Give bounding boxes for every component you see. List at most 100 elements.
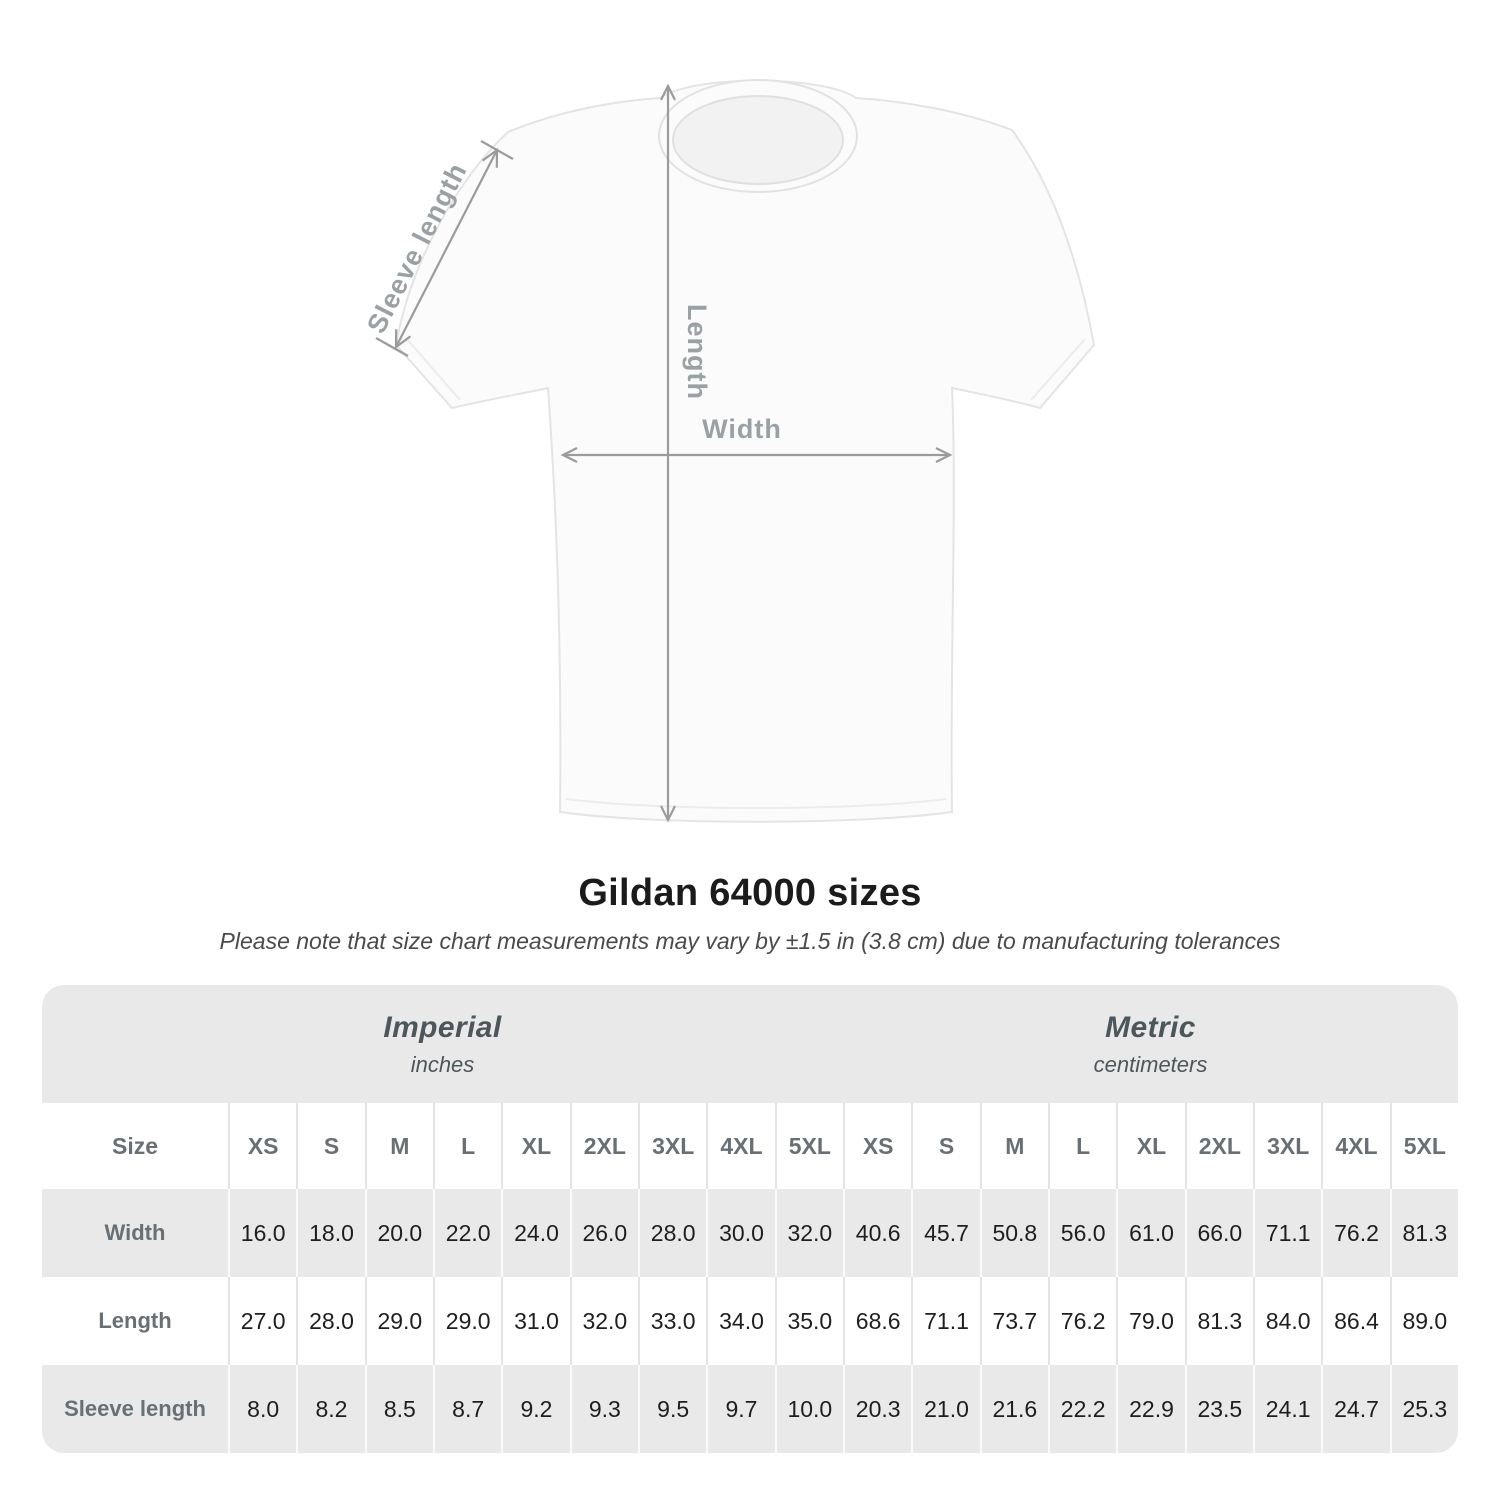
table-cell: 84.0 (1253, 1277, 1321, 1365)
table-cell: 81.3 (1184, 1277, 1253, 1365)
table-cell: 24.0 (501, 1189, 569, 1277)
table-cell: 86.4 (1321, 1277, 1389, 1365)
table-cell: 23.5 (1184, 1365, 1253, 1453)
table-row-sleeve-length: Sleeve length 8.0 8.2 8.5 8.7 9.2 9.3 9.… (42, 1365, 1458, 1453)
table-cell: 71.1 (1253, 1189, 1321, 1277)
tshirt-illustration (394, 79, 1096, 823)
table-cell: 35.0 (774, 1277, 843, 1365)
size-chart-table: Imperial inches Metric centimeters Size … (42, 985, 1458, 1453)
length-arrowhead-top (660, 83, 676, 101)
table-cell: 30.0 (706, 1189, 774, 1277)
size-header-cell: M (979, 1103, 1048, 1189)
size-header-row: Size XS S M L XL 2XL 3XL 4XL 5XL XS S M … (42, 1103, 1458, 1189)
size-header-cell: S (296, 1103, 364, 1189)
table-cell: 27.0 (228, 1277, 296, 1365)
table-cell: 21.0 (911, 1365, 979, 1453)
table-cell: 8.5 (364, 1365, 433, 1453)
table-cell: 9.3 (569, 1365, 638, 1453)
size-header-cell: XS (843, 1103, 911, 1189)
table-cell: 10.0 (774, 1365, 843, 1453)
table-cell: 66.0 (1184, 1189, 1253, 1277)
table-cell: 20.3 (843, 1365, 911, 1453)
metric-group-unit: centimeters (1093, 1051, 1208, 1077)
size-header-cell: 4XL (1321, 1103, 1389, 1189)
metric-group-header: Metric centimeters (843, 985, 1458, 1103)
length-measure: Length (660, 83, 712, 823)
table-cell: 79.0 (1116, 1277, 1184, 1365)
width-label: Width (702, 414, 782, 444)
tshirt-body (394, 79, 1096, 823)
row-label: Length (98, 1308, 172, 1333)
sleeve-end-tick-top (480, 140, 514, 160)
table-cell: 61.0 (1116, 1189, 1184, 1277)
width-arrowhead-left (560, 447, 578, 463)
width-measure: Width (560, 414, 953, 463)
tolerance-note: Please note that size chart measurements… (219, 928, 1281, 954)
collar-opening (672, 95, 844, 185)
size-header-cell: XL (501, 1103, 569, 1189)
tshirt-measurement-diagram: Length Width Sleeve length (361, 79, 1096, 823)
length-arrowhead-bottom (660, 805, 676, 823)
unit-group-band: Imperial inches Metric centimeters (42, 985, 1458, 1103)
sleeve-arrow-line (395, 149, 498, 348)
table-cell: 8.0 (228, 1365, 296, 1453)
table-cell: 26.0 (569, 1189, 638, 1277)
table-cell: 29.0 (364, 1277, 433, 1365)
table-cell: 29.0 (433, 1277, 501, 1365)
table-cell: 8.7 (433, 1365, 501, 1453)
table-row-length: Length 27.0 28.0 29.0 29.0 31.0 32.0 33.… (42, 1277, 1458, 1365)
table-cell: 18.0 (296, 1189, 364, 1277)
table-cell: 9.5 (638, 1365, 706, 1453)
row-label: Width (104, 1220, 166, 1245)
table-cell: 56.0 (1048, 1189, 1116, 1277)
table-cell: 16.0 (228, 1189, 296, 1277)
row-label: Sleeve length (64, 1396, 206, 1421)
table-cell: 22.0 (433, 1189, 501, 1277)
table-cell: 31.0 (501, 1277, 569, 1365)
table-cell: 28.0 (638, 1189, 706, 1277)
width-arrowhead-right (935, 447, 953, 463)
length-label: Length (682, 304, 712, 400)
table-cell: 76.2 (1321, 1189, 1389, 1277)
table-cell: 28.0 (296, 1277, 364, 1365)
imperial-group-unit: inches (410, 1051, 475, 1077)
table-cell: 50.8 (979, 1189, 1048, 1277)
size-header-cell: XL (1116, 1103, 1184, 1189)
table-cell: 20.0 (364, 1189, 433, 1277)
size-header-cell: M (364, 1103, 433, 1189)
table-cell: 22.9 (1116, 1365, 1184, 1453)
table-cell: 40.6 (843, 1189, 911, 1277)
table-cell: 81.3 (1389, 1189, 1458, 1277)
table-cell: 21.6 (979, 1365, 1048, 1453)
size-header-cell: L (1048, 1103, 1116, 1189)
table-cell: 9.7 (706, 1365, 774, 1453)
size-header-cell: 4XL (706, 1103, 774, 1189)
sleeve-arrowhead-bottom (394, 329, 412, 350)
table-cell: 76.2 (1048, 1277, 1116, 1365)
table-cell: 22.2 (1048, 1365, 1116, 1453)
table-cell: 24.1 (1253, 1365, 1321, 1453)
right-cuff-seam (1030, 338, 1086, 401)
imperial-group-header: Imperial inches (42, 985, 843, 1103)
table-cell: 68.6 (843, 1277, 911, 1365)
sleeve-end-tick-bottom (375, 337, 409, 357)
table-cell: 32.0 (774, 1189, 843, 1277)
left-cuff-seam (405, 337, 461, 401)
size-header-cell: 2XL (1184, 1103, 1253, 1189)
size-header-cell: 5XL (1389, 1103, 1458, 1189)
hem-seam (565, 798, 947, 809)
table-row-width: Width 16.0 18.0 20.0 22.0 24.0 26.0 28.0… (42, 1189, 1458, 1277)
table-cell: 89.0 (1389, 1277, 1458, 1365)
size-corner-cell: Size (111, 1132, 159, 1159)
size-header-cell: XS (228, 1103, 296, 1189)
size-header-cell: 2XL (569, 1103, 638, 1189)
table-cell: 34.0 (706, 1277, 774, 1365)
size-header-cell: 3XL (1253, 1103, 1321, 1189)
size-header-cell: 5XL (774, 1103, 843, 1189)
table-cell: 45.7 (911, 1189, 979, 1277)
page-title: Gildan 64000 sizes (578, 872, 922, 914)
table-cell: 8.2 (296, 1365, 364, 1453)
table-cell: 25.3 (1389, 1365, 1458, 1453)
table-cell: 9.2 (501, 1365, 569, 1453)
